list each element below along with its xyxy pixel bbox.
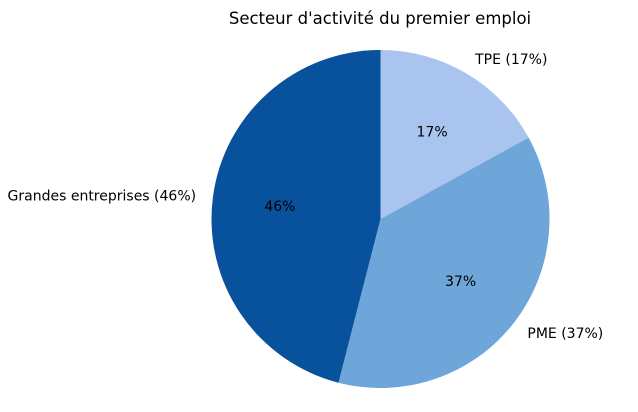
pie-slice-grandes-entreprises — [211, 50, 381, 383]
pie-slice-pme — [338, 137, 550, 389]
pie-label-grandes-entreprises: Grandes entreprises (46%) — [8, 189, 197, 205]
pie-label-pme: PME (37%) — [527, 326, 603, 342]
pie-label-tpe: TPE (17%) — [474, 52, 547, 68]
pie-pct-label-grandes-entreprises: 46% — [264, 199, 295, 215]
chart-title: Secteur d'activité du premier emploi — [228, 9, 532, 28]
pie-pct-label-pme: 37% — [445, 274, 476, 290]
pie-slice-tpe — [380, 50, 529, 219]
pie-pct-label-tpe: 17% — [417, 125, 448, 141]
